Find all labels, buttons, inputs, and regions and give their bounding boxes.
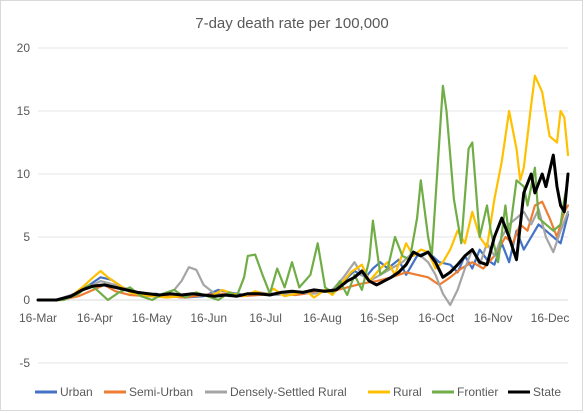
y-tick-label: -5: [19, 356, 30, 370]
x-tick-label: 16-May: [132, 311, 172, 325]
x-tick-label: 16-Jun: [190, 311, 227, 325]
y-tick-label: 10: [17, 167, 31, 181]
x-tick-label: 16-Nov: [474, 311, 513, 325]
x-tick-label: 16-Dec: [531, 311, 570, 325]
legend-label: Densely-Settled Rural: [230, 385, 347, 399]
x-tick-label: 16-Aug: [303, 311, 342, 325]
y-tick-label: 5: [23, 230, 30, 244]
legend-label: Rural: [393, 385, 422, 399]
y-tick-label: 20: [17, 41, 31, 55]
series-line-state: [36, 153, 570, 302]
x-tick-label: 16-Jul: [249, 311, 282, 325]
legend-label: Urban: [60, 385, 93, 399]
x-tick-label: 16-Apr: [77, 311, 113, 325]
legend-label: Frontier: [457, 385, 498, 399]
y-tick-label: 0: [23, 293, 30, 307]
series-line-frontier: [36, 84, 570, 302]
x-axis-tick-labels: 16-Mar 16-Apr 16-May 16-Jun 16-Jul 16-Aug 16-S…: [19, 311, 569, 325]
x-tick-label: 16-Oct: [418, 311, 455, 325]
y-axis-tick-labels: -5 0 5 10 15 20: [17, 41, 31, 370]
x-tick-label: 16-Sep: [360, 311, 399, 325]
legend-label: State: [533, 385, 561, 399]
y-tick-label: 15: [17, 104, 31, 118]
series-lines: [36, 74, 570, 307]
series-line-rural: [36, 74, 570, 302]
chart-title: 7-day death rate per 100,000: [195, 15, 388, 32]
x-tick-label: 16-Mar: [19, 311, 57, 325]
legend: Urban Semi-Urban Densely-Settled Rural Rura…: [35, 385, 561, 399]
legend-label: Semi-Urban: [129, 385, 193, 399]
